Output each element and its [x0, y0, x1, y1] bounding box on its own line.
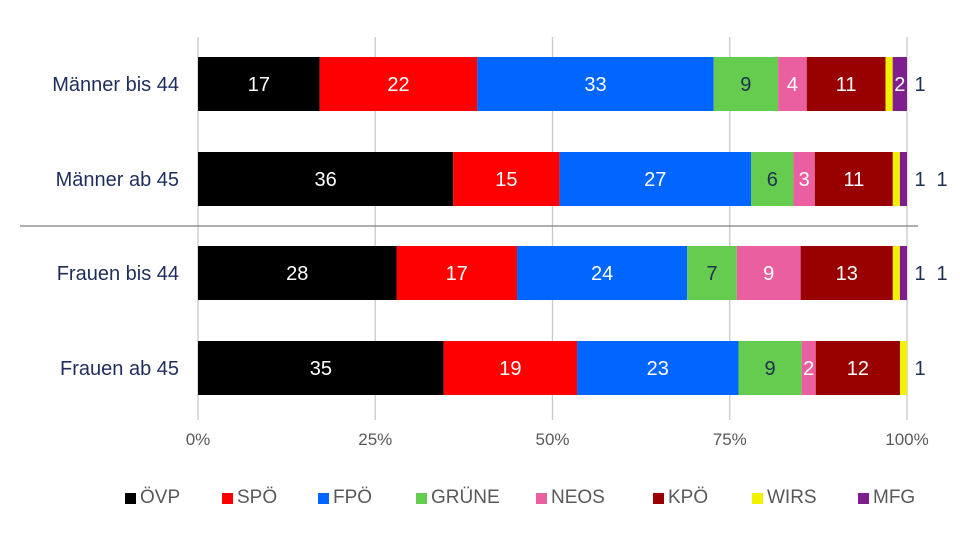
bar-segment-wirs [885, 57, 893, 111]
data-label: 23 [647, 358, 669, 380]
bar-segment-grüne [738, 341, 802, 395]
legend-item: WIRS [752, 487, 817, 509]
category-label: Männer bis 44 [52, 74, 179, 96]
legend-swatch [653, 492, 664, 504]
data-label-outside: 1 [914, 358, 925, 380]
data-label: 36 [314, 169, 336, 191]
data-label: 35 [310, 358, 332, 380]
legend-label: MFG [873, 487, 916, 508]
bar-segment-fpö [517, 246, 688, 300]
bar-segment-spö [453, 152, 560, 206]
data-label: 11 [836, 74, 857, 96]
data-label-outside: 1 [914, 169, 925, 191]
bar-segment-grüne [751, 152, 794, 206]
bar-segment-kpö [814, 152, 893, 206]
legend-swatch [536, 492, 547, 504]
data-label-outside: 1 [936, 263, 947, 285]
bar-segment-fpö [559, 152, 752, 206]
data-label: 2 [803, 358, 814, 380]
x-tick-label: 25% [358, 430, 392, 449]
legend-item: GRÜNE [416, 487, 500, 509]
data-label: 7 [706, 263, 717, 285]
legend-label: ÖVP [140, 487, 181, 508]
bar-segment-mfg [899, 152, 907, 206]
bar-segment-spö [319, 57, 478, 111]
legend-swatch [752, 492, 763, 504]
legend-label: GRÜNE [431, 487, 500, 508]
data-label-outside: 1 [914, 74, 925, 96]
bar-segment-spö [443, 341, 578, 395]
data-label: 3 [799, 169, 810, 191]
bar-segment-mfg [892, 57, 907, 111]
data-label: 6 [767, 169, 778, 191]
bar-segment-neos [778, 57, 807, 111]
bar-segment-grüne [687, 246, 737, 300]
legend: ÖVP SPÖ FPÖ GRÜNE NEOS KPÖ WIRS MFG [0, 487, 960, 515]
legend-item: NEOS [536, 487, 605, 509]
data-label: 22 [387, 74, 409, 96]
data-label-outside: 1 [914, 263, 925, 285]
x-tick-label: 0% [186, 430, 211, 449]
data-label: 28 [286, 263, 308, 285]
data-label: 9 [763, 263, 774, 285]
bar-segment-wirs [899, 341, 907, 395]
data-label: 17 [446, 263, 468, 285]
bar-segment-neos [793, 152, 815, 206]
x-tick-label: 50% [535, 430, 569, 449]
data-label: 11 [843, 169, 864, 191]
category-label: Frauen bis 44 [57, 263, 179, 285]
bar-segment-övp [198, 57, 320, 111]
legend-item: FPÖ [318, 487, 372, 509]
bar-segment-övp [198, 341, 444, 395]
legend-label: SPÖ [237, 487, 278, 508]
data-label: 19 [499, 358, 521, 380]
legend-item: SPÖ [222, 487, 277, 509]
bar-segment-neos [736, 246, 801, 300]
data-label: 9 [765, 358, 776, 380]
legend-swatch [125, 492, 136, 504]
bar-segment-spö [396, 246, 518, 300]
data-label: 24 [591, 263, 613, 285]
data-label: 12 [847, 358, 869, 380]
bar-segment-övp [198, 246, 397, 300]
legend-label: NEOS [551, 487, 605, 508]
bar-segment-fpö [477, 57, 714, 111]
legend-swatch [416, 492, 427, 504]
bar-segment-kpö [806, 57, 886, 111]
data-label: 17 [248, 74, 270, 96]
bar-segment-wirs [892, 246, 900, 300]
legend-label: KPÖ [668, 487, 709, 508]
data-label: 33 [584, 74, 606, 96]
data-label: 15 [495, 169, 517, 191]
bar-segment-grüne [713, 57, 779, 111]
data-label: 27 [644, 169, 666, 191]
bar-segment-övp [198, 152, 454, 206]
legend-swatch [858, 492, 869, 504]
legend-swatch [222, 492, 233, 504]
legend-label: WIRS [767, 487, 817, 508]
x-tick-label: 75% [713, 430, 747, 449]
bar-segment-neos [801, 341, 816, 395]
data-label: 4 [787, 74, 798, 96]
legend-swatch [318, 492, 329, 504]
category-label: Frauen ab 45 [60, 358, 179, 380]
bar-segment-mfg [899, 246, 907, 300]
data-label: 9 [740, 74, 751, 96]
data-label: 2 [894, 74, 905, 96]
legend-item: ÖVP [125, 487, 180, 509]
bar-segment-fpö [577, 341, 739, 395]
bar-segment-wirs [892, 152, 900, 206]
data-label-outside: 1 [936, 169, 947, 191]
legend-item: MFG [858, 487, 915, 509]
legend-item: KPÖ [653, 487, 708, 509]
category-label: Männer ab 45 [56, 169, 179, 191]
bar-segment-kpö [800, 246, 893, 300]
x-tick-label: 100% [885, 430, 928, 449]
legend-label: FPÖ [333, 487, 373, 508]
data-label: 13 [836, 263, 858, 285]
bar-segment-kpö [815, 341, 900, 395]
